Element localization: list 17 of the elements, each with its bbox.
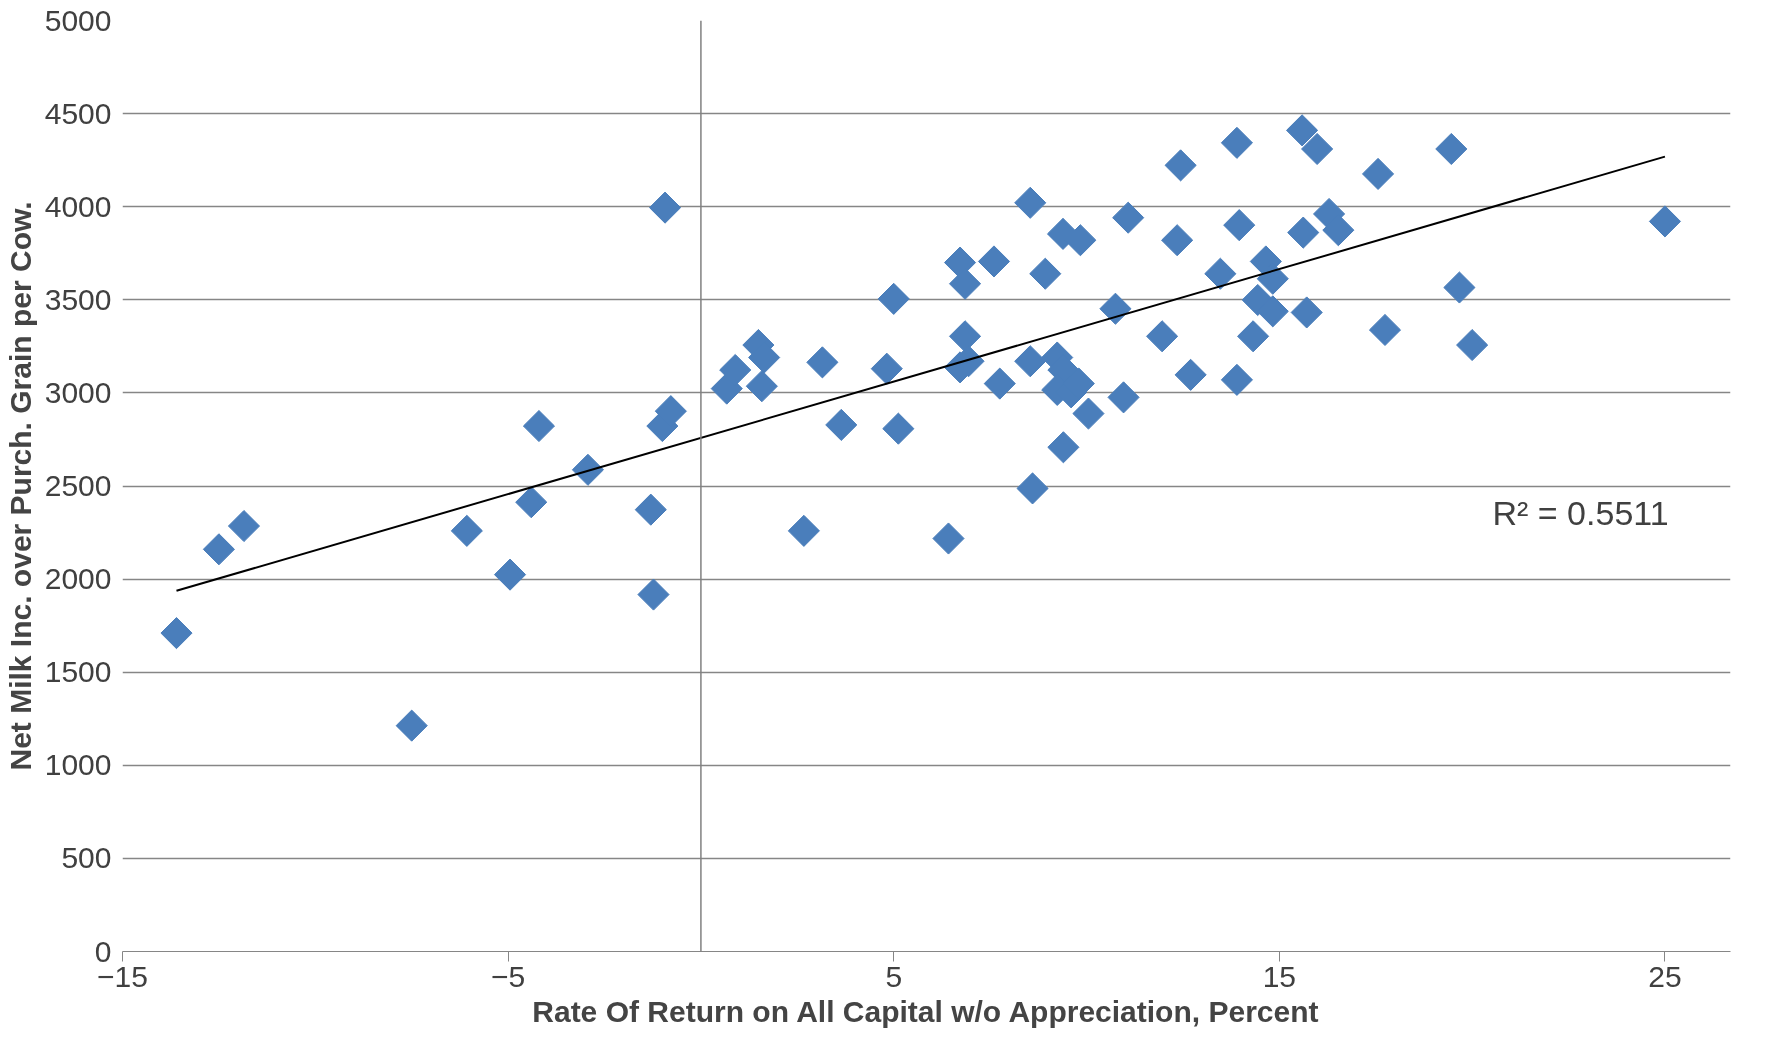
x-tick-label: 5 bbox=[885, 959, 903, 993]
annotation: R² = 0.5511 bbox=[1492, 493, 1669, 532]
x-tick-label: 15 bbox=[1262, 959, 1297, 993]
y-axis-title: Net Milk Inc. over Purch. Grain per Cow. bbox=[3, 201, 37, 771]
y-tick-label: 3500 bbox=[44, 282, 112, 316]
y-tick-label: 4500 bbox=[44, 96, 112, 130]
y-tick-label: 4000 bbox=[44, 189, 112, 223]
y-tick-label: 1000 bbox=[44, 748, 112, 782]
x-axis-title: Rate Of Return on All Capital w/o Appreciation, Percent bbox=[532, 994, 1319, 1028]
y-tick-label: 1500 bbox=[44, 655, 112, 689]
y-tick-label: 3000 bbox=[44, 375, 112, 409]
y-tick-label: 2000 bbox=[44, 562, 112, 596]
y-tick-label: 2500 bbox=[44, 469, 112, 502]
x-tick-label: 25 bbox=[1648, 959, 1682, 993]
y-tick-label: 500 bbox=[61, 841, 112, 875]
y-tick-label: 5000 bbox=[44, 3, 112, 37]
x-tick-label: −5 bbox=[491, 959, 526, 993]
